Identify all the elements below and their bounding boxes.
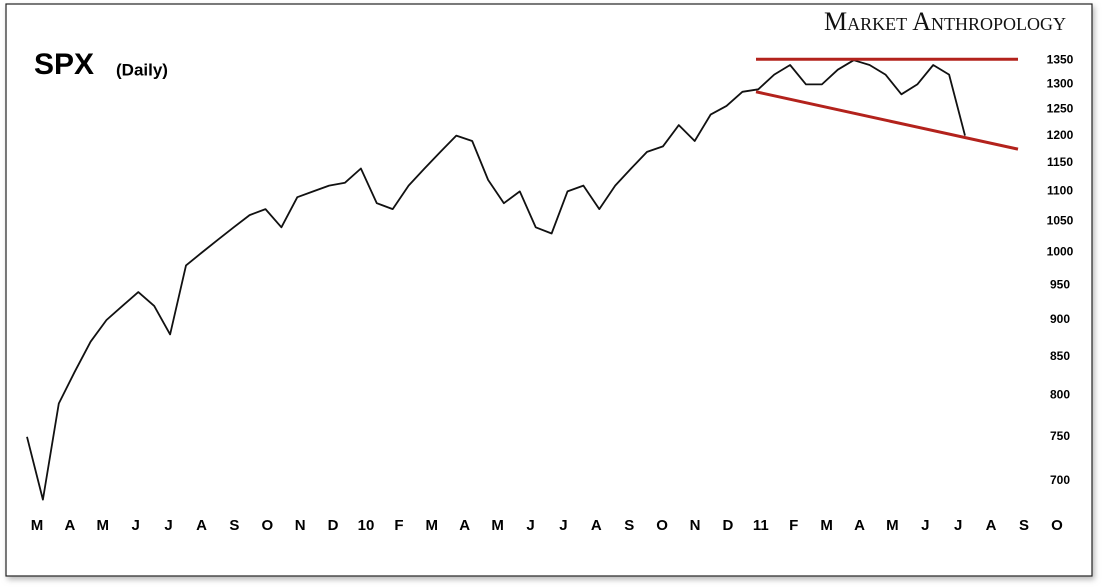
- x-tick-label: J: [132, 517, 140, 534]
- x-tick-label: J: [526, 517, 534, 534]
- x-tick-label: O: [1051, 517, 1063, 534]
- x-tick-label: D: [328, 517, 339, 534]
- x-tick-label: M: [97, 517, 110, 534]
- x-tick-label: D: [722, 517, 733, 534]
- x-tick-label: A: [591, 517, 602, 534]
- x-tick-label: J: [921, 517, 929, 534]
- brand: Market Anthropology: [824, 7, 1066, 36]
- y-tick-label: 1200: [1047, 128, 1074, 142]
- frame: [5, 3, 1093, 577]
- x-tick-label: O: [656, 517, 668, 534]
- x-tick-label: J: [954, 517, 962, 534]
- y-tick-label: 1050: [1047, 213, 1074, 227]
- y-tick-label: 1300: [1047, 77, 1074, 91]
- x-tick-label: F: [789, 517, 798, 534]
- x-tick-label: O: [261, 517, 273, 534]
- x-tick-label: J: [559, 517, 567, 534]
- y-tick-label: 1000: [1047, 245, 1074, 259]
- x-tick-label: J: [164, 517, 172, 534]
- y-tick-label: 1250: [1047, 102, 1074, 116]
- x-tick-label: A: [64, 517, 75, 534]
- x-tick-label: 11: [753, 517, 769, 534]
- x-tick-label: M: [31, 517, 44, 534]
- chart-title: SPX: [34, 48, 94, 81]
- y-tick-label: 1350: [1047, 52, 1074, 66]
- x-tick-label: M: [491, 517, 504, 534]
- subtitle: (Daily): [116, 60, 168, 79]
- x-tick-label: S: [624, 517, 634, 534]
- y-tick-label: 850: [1050, 349, 1070, 363]
- y-tick-label: 950: [1050, 277, 1070, 291]
- x-tick-label: M: [886, 517, 899, 534]
- trend-line: [755, 90, 1019, 151]
- y-tick-label: 800: [1050, 388, 1070, 402]
- x-tick-label: A: [854, 517, 865, 534]
- x-tick-label: N: [690, 517, 701, 534]
- x-tick-label: M: [820, 517, 833, 534]
- y-tick-label: 900: [1050, 312, 1070, 326]
- x-tick-label: F: [394, 517, 403, 534]
- y-tick-label: 1150: [1047, 155, 1073, 169]
- x-tick-label: S: [229, 517, 239, 534]
- x-tick-label: 10: [358, 517, 375, 534]
- x-tick-label: M: [426, 517, 439, 534]
- x-tick-label: A: [196, 517, 207, 534]
- y-tick-label: 750: [1050, 429, 1070, 443]
- x-tick-label: N: [295, 517, 306, 534]
- y-tick-label: 1100: [1047, 184, 1073, 198]
- x-tick-label: S: [1019, 517, 1029, 534]
- y-tick-label: 700: [1050, 473, 1070, 487]
- x-tick-label: A: [986, 517, 997, 534]
- price-line: [26, 59, 966, 501]
- x-tick-label: A: [459, 517, 470, 534]
